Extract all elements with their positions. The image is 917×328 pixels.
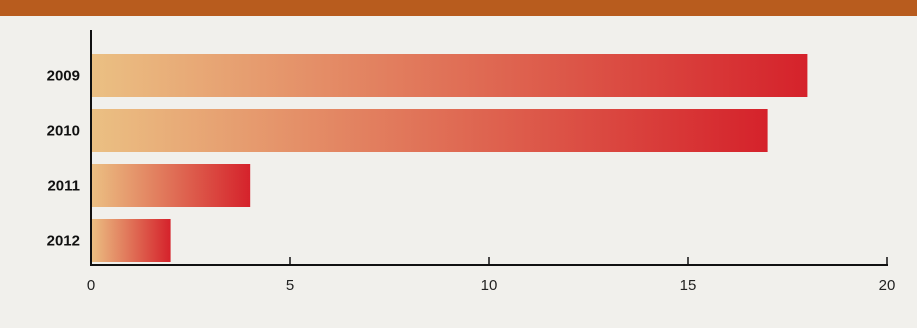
category-labels: 2009 2010 2011 2012 xyxy=(47,68,80,250)
x-tick-label-0: 0 xyxy=(87,277,95,294)
x-ticks-group: 0 5 10 15 20 xyxy=(87,257,896,294)
x-tick-label-20: 20 xyxy=(879,277,896,294)
category-label-2010: 2010 xyxy=(47,123,80,140)
title-bar xyxy=(0,0,917,16)
x-tick-label-10: 10 xyxy=(481,277,498,294)
x-tick-label-5: 5 xyxy=(286,277,294,294)
category-label-2009: 2009 xyxy=(47,68,80,85)
bar-2012 xyxy=(91,219,171,262)
bar-2009 xyxy=(91,54,808,97)
bar-2011 xyxy=(91,164,251,207)
category-label-2012: 2012 xyxy=(47,233,80,250)
bar-2010 xyxy=(91,109,768,152)
x-tick-label-15: 15 xyxy=(680,277,697,294)
bars-group xyxy=(91,54,808,262)
category-label-2011: 2011 xyxy=(47,178,80,195)
